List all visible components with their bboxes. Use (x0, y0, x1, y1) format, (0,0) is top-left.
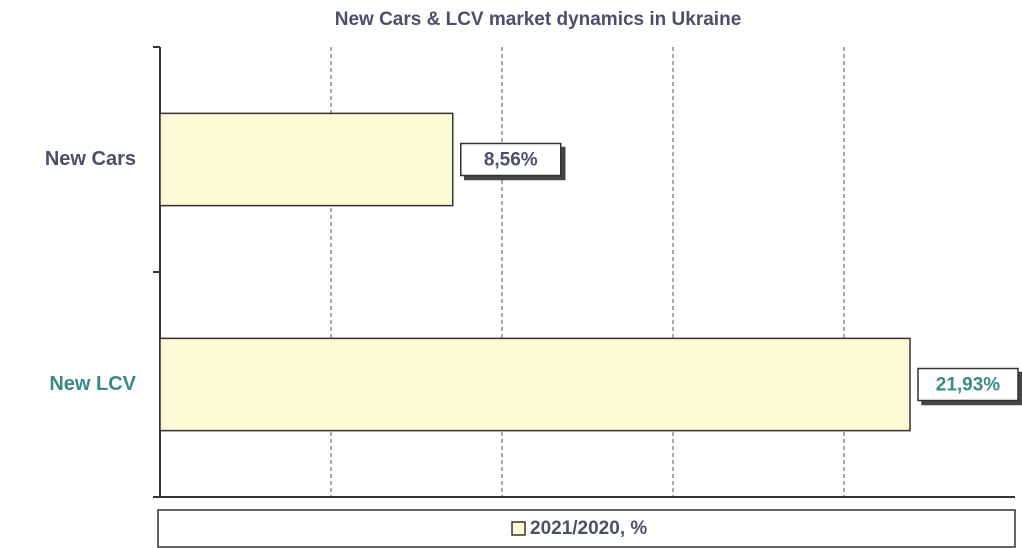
data-label-text: 21,93% (936, 375, 1001, 396)
bar (159, 337, 911, 432)
bar (159, 112, 454, 207)
chart-title: New Cars & LCV market dynamics in Ukrain… (335, 9, 742, 30)
legend-box (157, 509, 1016, 548)
data-label-box (460, 142, 562, 177)
data-label-text: 8,56% (484, 150, 538, 171)
y-tick-label: New LCV (49, 373, 136, 395)
data-label: 8,56% (460, 142, 562, 177)
legend-swatch (511, 521, 526, 536)
y-tick-label: New Cars (45, 148, 136, 170)
data-label-box (917, 367, 1019, 402)
data-label: 21,93% (917, 367, 1019, 402)
legend-label: 2021/2020, % (530, 518, 647, 539)
